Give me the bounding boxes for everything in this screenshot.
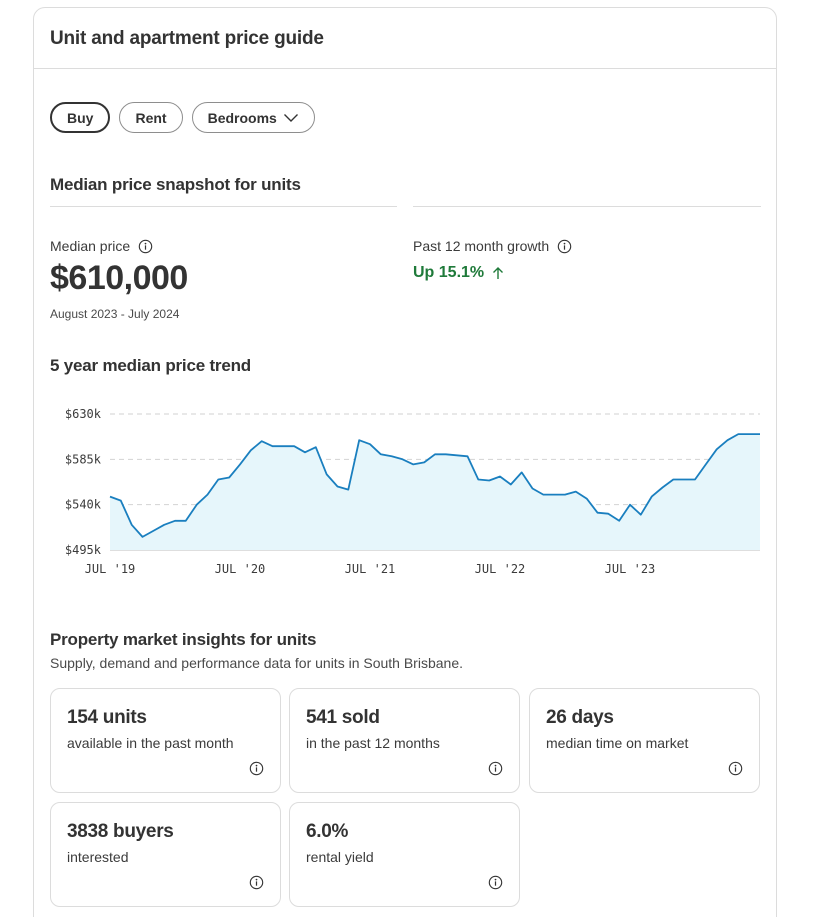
growth-value-row: Up 15.1%: [413, 264, 504, 282]
tile-value: 541 sold: [306, 707, 380, 728]
tile-value: 26 days: [546, 707, 614, 728]
price-trend-chart: $630k $585k $540k $495k JUL '19 JUL '20 JUL '2…: [65, 407, 760, 576]
growth-value: Up 15.1%: [413, 264, 485, 281]
tile-description: in the past 12 months: [306, 735, 440, 751]
median-price-period: August 2023 - July 2024: [50, 307, 180, 321]
tile-description: rental yield: [306, 849, 374, 865]
price-area: [110, 434, 760, 550]
insight-tile-days-on-market: 26 days median time on market: [529, 688, 760, 793]
y-tick-label: $495k: [65, 543, 102, 557]
y-tick-label: $630k: [65, 407, 102, 421]
insights-title: Property market insights for units: [50, 630, 317, 649]
arrow-up-icon: [493, 267, 504, 279]
trend-title: 5 year median price trend: [50, 356, 251, 375]
filter-bar: Buy Rent Bedrooms: [50, 102, 315, 133]
divider: [50, 206, 397, 207]
info-icon[interactable]: [728, 761, 743, 776]
page-title: Unit and apartment price guide: [50, 28, 324, 49]
tile-description: interested: [67, 849, 129, 865]
info-icon[interactable]: [249, 875, 264, 890]
chevron-down-icon: [283, 113, 298, 122]
median-price-label-row: Median price: [50, 238, 153, 254]
insight-tile-rental-yield: 6.0% rental yield: [289, 802, 520, 907]
y-tick-label: $540k: [65, 498, 102, 512]
growth-label: Past 12 month growth: [413, 238, 550, 254]
median-price-value: $610,000: [50, 259, 188, 297]
price-guide-card: Unit and apartment price guide Buy Rent …: [33, 7, 777, 917]
insights-subtitle: Supply, demand and performance data for …: [50, 655, 463, 671]
info-icon[interactable]: [557, 239, 572, 254]
insight-tile-sold: 541 sold in the past 12 months: [289, 688, 520, 793]
rent-filter-button[interactable]: Rent: [119, 102, 183, 133]
tile-value: 3838 buyers: [67, 821, 174, 842]
info-icon[interactable]: [138, 239, 153, 254]
insight-tile-buyers: 3838 buyers interested: [50, 802, 281, 907]
x-tick-label: JUL '20: [215, 562, 266, 576]
growth-label-row: Past 12 month growth: [413, 238, 572, 254]
x-tick-label: JUL '23: [605, 562, 656, 576]
bedrooms-dropdown[interactable]: Bedrooms: [191, 102, 315, 133]
insight-tile-available: 154 units available in the past month: [50, 688, 281, 793]
bedrooms-dropdown-label: Bedrooms: [207, 109, 277, 126]
tile-description: available in the past month: [67, 735, 234, 751]
divider: [413, 206, 761, 207]
info-icon[interactable]: [488, 875, 503, 890]
info-icon[interactable]: [249, 761, 264, 776]
buy-filter-button[interactable]: Buy: [50, 102, 111, 133]
price-line: [109, 433, 760, 538]
snapshot-title: Median price snapshot for units: [50, 175, 301, 194]
median-price-label: Median price: [50, 238, 131, 254]
tile-value: 6.0%: [306, 821, 349, 842]
card-header: Unit and apartment price guide: [34, 8, 776, 69]
x-tick-label: JUL '22: [475, 562, 526, 576]
x-tick-label: JUL '21: [345, 562, 396, 576]
y-tick-label: $585k: [65, 452, 102, 466]
tile-value: 154 units: [67, 707, 147, 728]
x-tick-label: JUL '19: [85, 562, 136, 576]
tile-description: median time on market: [546, 735, 689, 751]
info-icon[interactable]: [488, 761, 503, 776]
